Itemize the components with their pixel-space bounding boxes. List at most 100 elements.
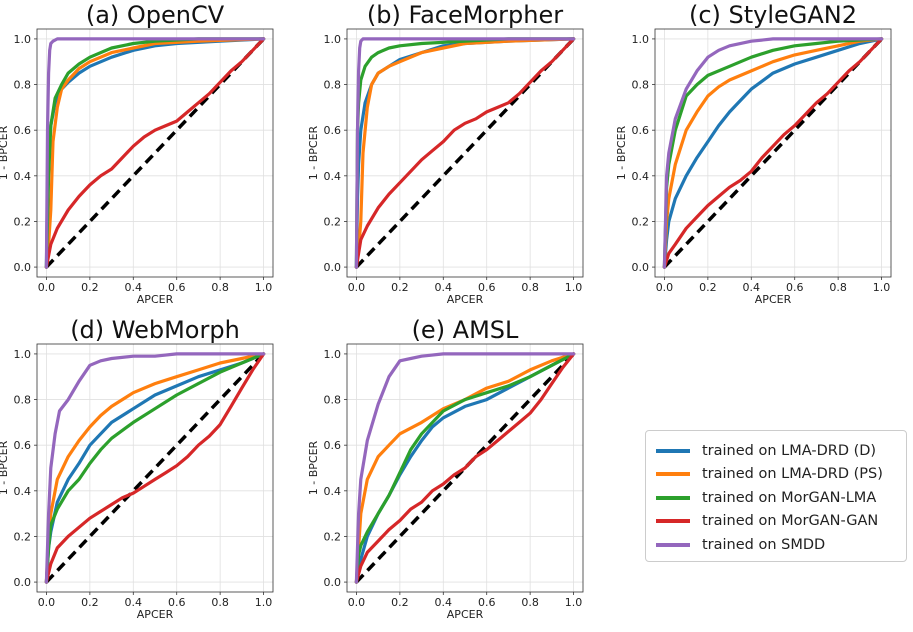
tick-label-x: 0.8 xyxy=(211,596,229,609)
chart-panel: 0.0 0.0 0.2 0.2 0.4 0.4 0.6 0.6 0.8 0.8 1.0 1.0 (d) … xyxy=(0,316,274,621)
tick-label-y: 0.0 xyxy=(14,261,32,274)
tick-label-x: 0.4 xyxy=(125,596,143,609)
tick-label-y: 0.2 xyxy=(14,215,32,228)
tick-label-y: 0.6 xyxy=(324,124,342,137)
tick-label-x: 0.0 xyxy=(348,596,366,609)
plot-frame xyxy=(346,343,584,593)
tick-label-x: 1.0 xyxy=(565,281,583,294)
tick-label-y: 0.4 xyxy=(14,485,32,498)
x-axis-label: APCER xyxy=(137,608,174,621)
tick-label-y: 1.0 xyxy=(14,33,32,46)
tick-label-x: 0.6 xyxy=(478,281,496,294)
tick-label-x: 1.0 xyxy=(565,596,583,609)
chart-title: (e) AMSL xyxy=(412,316,519,344)
tick-label-x: 1.0 xyxy=(255,596,273,609)
chart-panel: 0.0 0.0 0.2 0.2 0.4 0.4 0.6 0.6 0.8 0.8 1.0 1.0 (b) … xyxy=(307,1,584,306)
legend-item: trained on LMA-DRD (PS) xyxy=(656,463,896,487)
legend-swatch-lma-drd-d xyxy=(656,448,690,453)
tick-label-y: 0.0 xyxy=(324,576,342,589)
series-line xyxy=(44,352,266,584)
legend-swatch-lma-drd-ps xyxy=(656,472,690,477)
chance-diagonal-line xyxy=(355,352,575,584)
tick-label-y: 0.2 xyxy=(324,530,342,543)
x-axis-label: APCER xyxy=(755,293,792,306)
plot-frame xyxy=(346,28,584,278)
tick-label-y: 0.8 xyxy=(324,394,342,407)
tick-label-x: 1.0 xyxy=(873,281,891,294)
legend-item: trained on SMDD xyxy=(656,533,896,557)
tick-label-x: 1.0 xyxy=(255,281,273,294)
legend-label: trained on MorGAN-GAN xyxy=(702,513,879,530)
y-axis-label: 1 - BPCER xyxy=(307,440,320,495)
tick-label-y: 0.2 xyxy=(14,530,32,543)
tick-label-y: 0.6 xyxy=(324,439,342,452)
plot-frame xyxy=(36,343,274,593)
tick-label-y: 1.0 xyxy=(324,33,342,46)
series-line xyxy=(44,37,266,269)
x-axis-label: APCER xyxy=(447,293,484,306)
tick-label-x: 0.0 xyxy=(656,281,674,294)
series-line xyxy=(44,352,266,584)
plot-frame xyxy=(36,28,274,278)
chart-panel: 0.0 0.0 0.2 0.2 0.4 0.4 0.6 0.6 0.8 0.8 1.0 1.0 (e) … xyxy=(307,316,584,621)
x-axis-label: APCER xyxy=(137,293,174,306)
series-line xyxy=(44,37,266,269)
chart-title: (d) WebMorph xyxy=(70,316,240,344)
x-axis-label: APCER xyxy=(447,608,484,621)
legend-label: trained on SMDD xyxy=(702,536,826,553)
series-line xyxy=(354,352,576,584)
tick-label-x: 0.4 xyxy=(435,596,453,609)
legend: trained on LMA-DRD (D) trained on LMA-DR… xyxy=(645,430,907,562)
tick-label-x: 0.0 xyxy=(348,281,366,294)
tick-label-y: 0.8 xyxy=(632,79,650,92)
tick-label-y: 1.0 xyxy=(632,33,650,46)
legend-item: trained on LMA-DRD (D) xyxy=(656,439,896,463)
series-line xyxy=(662,37,884,269)
tick-label-y: 1.0 xyxy=(324,348,342,361)
legend-label: trained on MorGAN-LMA xyxy=(702,489,877,506)
tick-label-y: 0.8 xyxy=(324,79,342,92)
legend-label: trained on LMA-DRD (D) xyxy=(702,442,877,459)
series-line xyxy=(354,37,576,269)
tick-label-y: 1.0 xyxy=(14,348,32,361)
tick-label-y: 0.8 xyxy=(14,79,32,92)
series-line xyxy=(662,37,884,269)
series-line xyxy=(44,352,266,584)
tick-label-x: 0.8 xyxy=(521,281,539,294)
y-axis-label: 1 - BPCER xyxy=(0,440,10,495)
series-line xyxy=(44,37,266,269)
series-line xyxy=(662,37,884,269)
tick-label-x: 0.8 xyxy=(211,281,229,294)
tick-label-x: 0.4 xyxy=(435,281,453,294)
tick-label-y: 0.4 xyxy=(324,485,342,498)
tick-label-x: 0.6 xyxy=(168,281,186,294)
tick-label-x: 0.0 xyxy=(38,281,56,294)
y-axis-label: 1 - BPCER xyxy=(307,125,320,180)
chart-title: (c) StyleGAN2 xyxy=(689,1,857,29)
y-axis-label: 1 - BPCER xyxy=(0,125,10,180)
legend-swatch-morgan-gan xyxy=(656,519,690,524)
series-line xyxy=(662,37,884,269)
tick-label-x: 0.6 xyxy=(786,281,804,294)
plot-frame xyxy=(654,28,892,278)
series-line xyxy=(44,352,266,584)
tick-label-y: 0.6 xyxy=(14,439,32,452)
tick-label-y: 0.8 xyxy=(14,394,32,407)
series-line xyxy=(354,352,576,584)
tick-label-y: 0.4 xyxy=(324,170,342,183)
legend-item: trained on MorGAN-LMA xyxy=(656,486,896,510)
series-line xyxy=(354,37,576,269)
tick-label-y: 0.0 xyxy=(324,261,342,274)
chart-title: (a) OpenCV xyxy=(86,1,225,29)
tick-label-x: 0.6 xyxy=(168,596,186,609)
series-line xyxy=(354,352,576,584)
tick-label-x: 0.2 xyxy=(699,281,717,294)
tick-label-y: 0.6 xyxy=(14,124,32,137)
y-axis-label: 1 - BPCER xyxy=(615,125,628,180)
tick-label-x: 0.8 xyxy=(829,281,847,294)
series-line xyxy=(354,352,576,584)
legend-label: trained on LMA-DRD (PS) xyxy=(702,466,883,483)
tick-label-x: 0.0 xyxy=(38,596,56,609)
series-line xyxy=(354,37,576,269)
